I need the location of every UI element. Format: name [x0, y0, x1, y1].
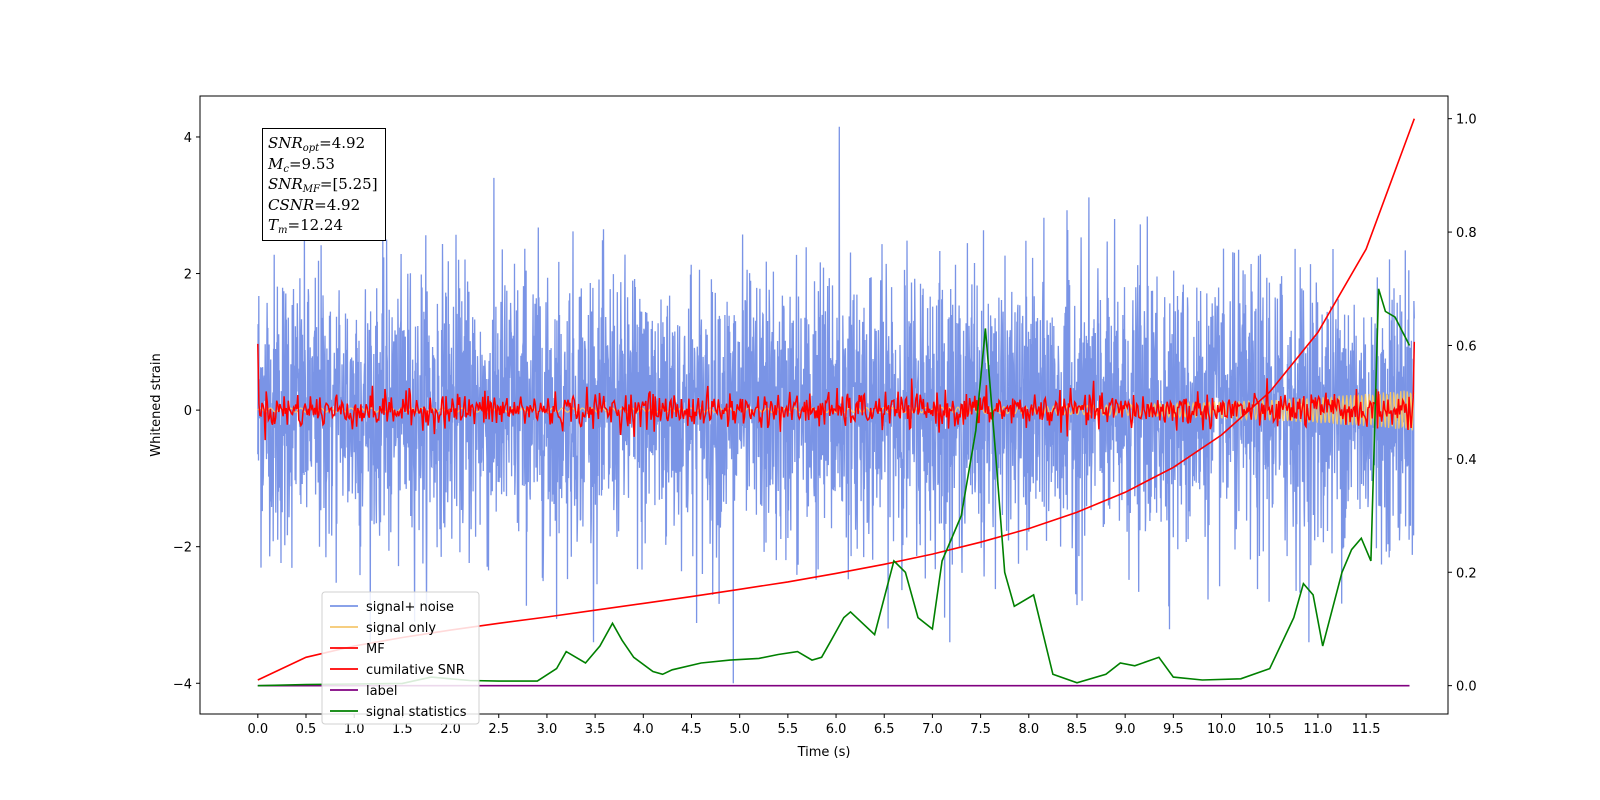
x-tick-label: 6.5 [874, 722, 895, 737]
x-tick-label: 2.5 [488, 722, 509, 737]
info-csnr: CSNR=4.92 [268, 195, 361, 214]
x-tick-label: 1.5 [392, 722, 413, 737]
legend-label: MF [366, 642, 385, 657]
series-signal-statistics [257, 288, 1411, 687]
x-tick-label: 5.5 [778, 722, 799, 737]
x-axis-label: Time (s) [797, 745, 851, 760]
legend-frame [321, 591, 480, 725]
info-snr-opt: SNRopt=4.92 [268, 134, 366, 154]
x-tick-label: 3.0 [537, 722, 558, 737]
legend-label: signal statistics [366, 705, 467, 720]
y2-tick-label: 0.2 [1456, 566, 1477, 581]
y2-tick-label: 0.6 [1456, 339, 1477, 354]
series-mf [257, 341, 1416, 441]
x-tick-label: 7.0 [922, 722, 943, 737]
x-tick-label: 4.5 [681, 722, 702, 737]
legend-label: label [366, 684, 397, 699]
info-box: SNRopt=4.92 Mc=9.53 SNRMF=[5.25] CSNR=4.… [262, 128, 386, 241]
x-tick-label: 11.0 [1303, 722, 1332, 737]
x-tick-label: 8.5 [1067, 722, 1088, 737]
plot-frame [199, 95, 1449, 715]
info-tm: Tm=12.24 [268, 216, 344, 236]
x-tick-label: 5.0 [729, 722, 750, 737]
y2-tick-label: 0.4 [1456, 453, 1477, 468]
legend-label: cumilative SNR [366, 663, 465, 678]
x-tick-label: 9.0 [1115, 722, 1136, 737]
info-snr-mf: SNRMF=[5.25] [268, 175, 378, 195]
y-axis-left: 4 2 0 −2 −4 [173, 131, 200, 692]
x-tick-label: 11.5 [1352, 722, 1381, 737]
y-tick-label: 2 [184, 268, 192, 283]
legend: signal+ noise signal only MF cumilative SNR… [321, 591, 480, 725]
info-chirp-mass: Mc=9.53 [268, 154, 335, 175]
x-tick-label: 0.0 [247, 722, 268, 737]
x-tick-label: 1.0 [344, 722, 365, 737]
y2-tick-label: 1.0 [1456, 113, 1477, 128]
y-axis-right: 1.0 0.8 0.6 0.4 0.2 0.0 [1448, 113, 1477, 695]
x-tick-label: 6.0 [826, 722, 847, 737]
x-tick-label: 10.5 [1255, 722, 1284, 737]
x-tick-label: 2.0 [440, 722, 461, 737]
x-tick-label: 7.5 [970, 722, 991, 737]
y2-tick-label: 0.0 [1456, 680, 1477, 695]
x-tick-label: 10.0 [1207, 722, 1236, 737]
y-tick-label: −4 [173, 677, 192, 692]
x-tick-label: 9.5 [1163, 722, 1184, 737]
y-tick-label: 4 [184, 131, 192, 146]
x-tick-label: 0.5 [296, 722, 317, 737]
x-tick-label: 4.0 [633, 722, 654, 737]
x-tick-label: 8.0 [1018, 722, 1039, 737]
x-tick-label: 3.5 [585, 722, 606, 737]
y2-tick-label: 0.8 [1456, 226, 1477, 241]
y-tick-label: 0 [184, 404, 192, 419]
legend-label: signal only [366, 621, 436, 636]
y-axis-label: Whitened strain [149, 353, 164, 456]
y-tick-label: −2 [173, 541, 192, 556]
x-axis: 0.0 0.5 1.0 1.5 2.0 2.5 3.0 3.5 4.0 4.5 5.0 5.5 6.0 6… [247, 714, 1381, 737]
legend-label: signal+ noise [366, 600, 454, 615]
